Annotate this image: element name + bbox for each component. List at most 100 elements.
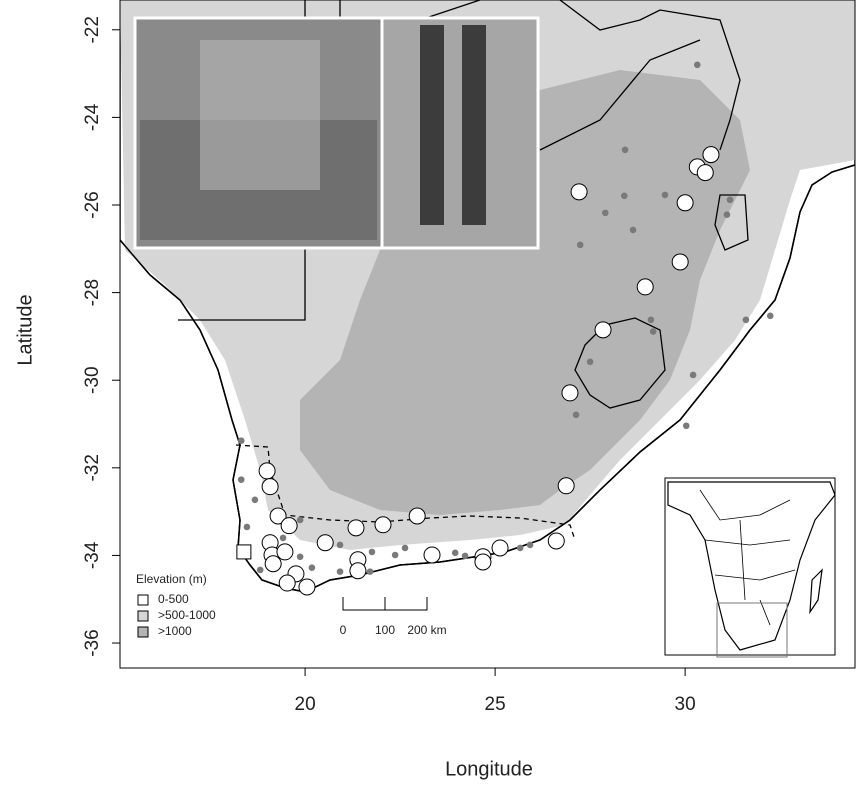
site-circle [561,384,579,402]
locator-box [716,602,788,658]
legend-label: 0-500 [158,592,189,606]
site-dot [621,146,629,154]
site-dot [602,209,609,217]
site-dot [682,422,690,430]
photo-right-spike [462,25,486,225]
site-circle [276,543,294,561]
site-dot [629,226,637,234]
x-tick-label: 25 [485,694,506,715]
site-dot [401,544,409,552]
site-dot [766,312,774,320]
y-tick-label: -30 [82,366,103,393]
y-tick-label: -22 [82,16,103,43]
site-circle [280,517,298,535]
africa-borders [699,489,796,626]
site-square [236,544,252,560]
site-dot [308,564,316,571]
site-dot [251,496,259,504]
site-circle [347,519,365,537]
site-circle [474,553,492,571]
legend-label: >500-1000 [158,608,216,622]
site-dot [391,551,399,559]
site-dot [237,476,245,483]
site-circle [278,574,296,592]
site-circle [547,532,565,550]
site-circle [298,578,316,596]
legend-label: >1000 [158,624,192,638]
locator-inset [664,477,836,658]
scale-bar: 0 100 200 km [340,597,447,637]
photo-left-plant [200,40,320,190]
site-dot [279,534,287,542]
site-circle [696,164,714,182]
site-circle [671,253,689,271]
site-dot [366,568,374,575]
points [236,61,774,596]
site-dot [689,371,697,379]
y-tick-label: -32 [82,454,103,481]
y-tick-label: -26 [82,191,103,218]
site-circle [570,183,588,201]
site-circle [676,194,694,212]
y-tick-label: -36 [82,629,103,656]
site-dot [572,411,580,419]
x-tick-label: 20 [295,694,316,715]
site-dot [243,523,251,531]
site-dot [516,544,524,552]
site-circle [264,555,282,573]
cape-region [235,444,576,541]
site-dot [451,549,459,557]
x-tick-label: 30 [675,694,696,715]
africa-outline [667,481,836,651]
site-dot [649,328,657,335]
scale-bar-line [342,597,428,611]
site-dot [237,437,245,444]
photo-right [380,16,540,250]
site-circle [408,507,426,525]
y-axis-label: Latitude [14,294,36,365]
site-circle [269,507,287,525]
site-dot [742,316,750,324]
site-circle [702,146,720,164]
site-dot [336,568,344,575]
photo-inset [133,16,540,250]
site-circle [423,546,441,564]
coastline [120,164,855,593]
site-dot [256,566,264,574]
site-dot [661,191,669,199]
site-dot [621,192,628,200]
site-circle [557,477,575,495]
site-circle [258,462,276,480]
photo-right-spike [420,25,444,225]
site-dot [461,552,469,560]
site-dot [368,548,376,556]
site-dot [726,196,734,204]
site-dot [723,211,731,218]
site-dot [693,61,701,69]
site-dot [296,516,304,524]
site-circle [636,278,654,296]
scale-label: 200 km [407,623,446,637]
site-dot [576,241,584,249]
legend-swatch [137,626,149,638]
y-tick-label: -24 [82,103,103,131]
legend-title: Elevation (m) [136,572,207,586]
plot-frame [119,0,856,669]
site-circle [349,562,367,580]
site-dot [586,358,594,366]
site-circle [261,478,279,496]
y-tick-label: -28 [82,279,103,306]
scale-label: 0 [340,623,347,637]
y-tick-label: -34 [82,541,103,569]
site-circle [374,516,392,534]
site-circle [594,321,612,339]
site-circle [491,539,509,557]
legend-swatch [137,594,149,606]
site-dot [647,316,655,324]
x-axis-label: Longitude [445,758,533,780]
site-dot [296,553,304,561]
site-dot [526,541,534,549]
scale-label: 100 [375,623,395,637]
site-dot [336,541,344,549]
